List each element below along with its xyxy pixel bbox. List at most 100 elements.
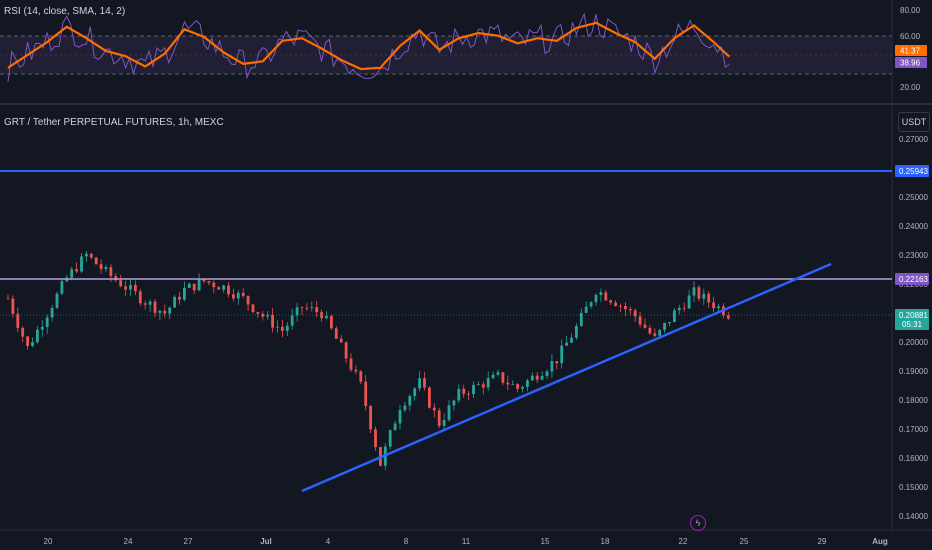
candle-body xyxy=(99,264,103,270)
currency-button[interactable]: USDT xyxy=(898,112,930,132)
candle-body xyxy=(310,307,314,309)
price-tick: 0.24000 xyxy=(899,222,928,231)
candle-body xyxy=(60,281,64,294)
candle-body xyxy=(717,306,720,309)
candle-body xyxy=(511,384,515,385)
blue-level-badge xyxy=(895,165,929,177)
candle-body xyxy=(452,400,456,406)
candle-body xyxy=(501,372,505,383)
candle-body xyxy=(486,378,490,388)
ascending-trendline[interactable] xyxy=(301,262,832,493)
candle-body xyxy=(643,324,647,328)
candle-body xyxy=(555,361,559,364)
candle-body xyxy=(624,306,627,310)
price-series-group xyxy=(6,250,730,470)
candle-body xyxy=(516,384,519,389)
candle-body xyxy=(403,405,407,411)
candle-body xyxy=(584,306,588,313)
candle-body xyxy=(619,305,622,307)
rsi-value-text: 41.37 xyxy=(900,47,921,56)
candle-body xyxy=(153,301,157,313)
candle-body xyxy=(697,287,701,299)
blue-level-text: 0.25943 xyxy=(899,167,928,176)
purple-level-badge xyxy=(895,273,929,285)
candle-body xyxy=(442,419,446,426)
rsi-indicator-label[interactable]: RSI (14, close, SMA, 14, 2) xyxy=(4,6,126,17)
candle-body xyxy=(472,384,475,395)
candle-body xyxy=(364,381,368,407)
candle-body xyxy=(222,285,225,290)
candle-body xyxy=(633,310,637,317)
price-tick: 0.16000 xyxy=(899,454,928,463)
candle-body xyxy=(271,314,274,328)
candle-body xyxy=(138,291,142,304)
rsi-tick: 60.00 xyxy=(900,32,921,41)
candle-body xyxy=(16,313,20,329)
candle-body xyxy=(604,292,608,301)
symbol-title[interactable]: GRT / Tether PERPETUAL FUTURES, 1h, MEXC xyxy=(4,117,224,128)
candle-body xyxy=(36,329,39,343)
candle-body xyxy=(75,269,78,272)
price-tick: 0.18000 xyxy=(899,396,928,405)
rsi-ma-text: 38.96 xyxy=(900,59,921,68)
candle-body xyxy=(50,307,54,318)
candle-body xyxy=(653,333,657,336)
last-price-badge xyxy=(895,309,929,330)
rsi-line xyxy=(7,12,730,82)
candle-body xyxy=(663,323,666,330)
candle-body xyxy=(648,327,652,334)
candle-body xyxy=(374,429,377,448)
candle-body xyxy=(40,326,44,330)
candle-body xyxy=(579,312,583,326)
candle-body xyxy=(227,285,230,295)
candle-body xyxy=(594,294,598,303)
candle-body xyxy=(535,375,539,380)
time-axis-label: Jul xyxy=(260,537,272,546)
time-axis-label: 25 xyxy=(740,537,749,546)
candle-body xyxy=(467,393,470,395)
candle-body xyxy=(628,309,632,311)
candle-body xyxy=(658,329,662,336)
candle-body xyxy=(570,337,573,343)
candle-body xyxy=(266,314,270,317)
candle-body xyxy=(668,322,671,324)
candle-body xyxy=(359,371,363,382)
candle-body xyxy=(339,338,343,343)
countdown-text: 05:31 xyxy=(902,320,923,329)
candle-body xyxy=(447,405,451,420)
candle-body xyxy=(6,298,10,300)
candle-body xyxy=(217,287,221,290)
candle-body xyxy=(256,312,260,314)
candle-body xyxy=(212,282,216,288)
candle-body xyxy=(183,287,186,300)
candle-body xyxy=(423,378,426,388)
candle-body xyxy=(290,315,294,326)
time-axis-label: 27 xyxy=(184,537,193,546)
price-tick: 0.23000 xyxy=(899,251,928,260)
lightning-icon[interactable]: ϟ xyxy=(690,515,706,531)
candle-body xyxy=(89,253,93,258)
candle-body xyxy=(241,292,245,296)
time-axis[interactable]: 20 24 27 Jul 4 8 11 15 18 22 25 29 Aug xyxy=(44,537,888,546)
candle-body xyxy=(45,317,49,327)
candle-body xyxy=(281,326,284,331)
purple-level-text: 0.22163 xyxy=(899,275,928,284)
candle-body xyxy=(506,382,510,385)
candle-body xyxy=(232,294,235,299)
candle-body xyxy=(673,310,676,323)
candle-body xyxy=(134,285,137,292)
candle-body xyxy=(599,292,603,295)
candle-body xyxy=(295,307,299,316)
last-price-text: 0.20881 xyxy=(899,311,928,320)
candle-body xyxy=(393,423,397,431)
candle-body xyxy=(344,342,348,359)
candle-body xyxy=(432,407,436,411)
candle-body xyxy=(187,283,191,288)
candle-body xyxy=(251,304,255,313)
candle-body xyxy=(726,315,730,319)
candle-body xyxy=(85,253,88,257)
candle-body xyxy=(408,395,412,406)
time-axis-label: 11 xyxy=(462,537,471,546)
